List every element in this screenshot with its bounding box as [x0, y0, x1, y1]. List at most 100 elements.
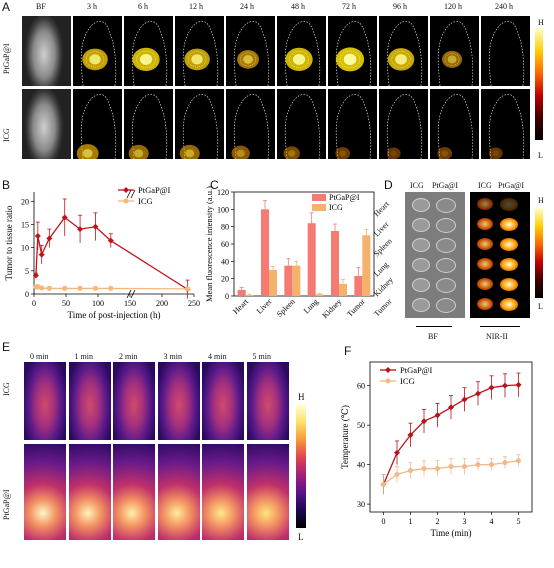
signal-blob	[231, 145, 250, 159]
data-point	[489, 462, 494, 468]
colorbar-a-high: H	[538, 18, 544, 27]
mouse-outline-path	[386, 94, 423, 159]
x-tick-label: 100	[92, 299, 104, 308]
panel-label-d: D	[384, 178, 393, 192]
signal-core	[343, 53, 357, 66]
signal-core	[243, 55, 253, 64]
bf-organ	[412, 278, 430, 292]
category-label: Tumor	[345, 297, 367, 319]
x-tick-label: 150	[124, 299, 136, 308]
thermal-cell-ptgapi	[113, 444, 155, 540]
bf-organ	[436, 218, 456, 233]
bf-organ	[412, 298, 430, 312]
colorbar-d-high: H	[538, 196, 544, 205]
mouse-outline	[437, 21, 474, 86]
axis-break	[130, 189, 136, 199]
mouse-outline-path	[80, 94, 117, 159]
bf-organ	[412, 238, 430, 252]
mouse-outline-path	[335, 94, 372, 159]
data-point	[381, 481, 386, 487]
y-tick-label: 5	[25, 267, 29, 276]
x-tick-label: 3	[463, 517, 467, 526]
mouse-outline-path	[437, 94, 474, 159]
colorbar-d-low: L	[538, 302, 543, 311]
signal-blob	[335, 147, 351, 159]
signal-core	[339, 150, 347, 157]
data-point	[92, 285, 98, 291]
signal-core	[395, 54, 407, 65]
panel-label-a: A	[2, 0, 11, 14]
y-tick-label: 0	[225, 292, 229, 301]
bf-organ	[412, 198, 430, 212]
bar	[354, 276, 363, 296]
col-label-nir-ptga: PtGa@I	[498, 181, 525, 190]
thermal-cell-icg	[113, 362, 155, 440]
mouse-outline	[284, 21, 321, 86]
bf-organ	[436, 298, 456, 313]
tumor-outline	[85, 51, 105, 68]
signal-core	[134, 149, 144, 158]
y-axis-title: Mean fluorescence intensity (a.u.)	[204, 186, 214, 302]
y-axis-title: Temperature (℃)	[340, 405, 350, 469]
colorbar-e	[296, 404, 306, 528]
mouse-outline-path	[488, 21, 525, 86]
legend-label: PtGaP@I	[329, 193, 360, 202]
nir-organ	[477, 218, 493, 230]
signal-core	[89, 54, 101, 65]
category-label: Liver	[255, 297, 274, 316]
panel-label-b: B	[2, 178, 11, 192]
timepoint-label: 4 min	[208, 352, 227, 361]
timepoint-label: 240 h	[495, 2, 513, 11]
category-label: Spleen	[275, 297, 297, 319]
data-point	[77, 226, 84, 233]
x-tick-label: 0	[32, 299, 36, 308]
imaging-cell-ptgapi	[277, 16, 326, 86]
timepoint-label: 12 h	[189, 2, 203, 11]
imaging-cell-ptgapi	[379, 16, 428, 86]
category-label: Heart	[231, 297, 250, 316]
signal-core	[287, 150, 296, 157]
bf-image-icg	[22, 89, 71, 159]
y-tick-label: 20	[21, 197, 29, 206]
row-label-icg: ICG	[2, 128, 11, 142]
bar	[331, 231, 339, 296]
bf-caption: BF	[428, 332, 438, 341]
legend-label: ICG	[138, 196, 153, 206]
bf-underline	[416, 326, 452, 327]
nir-organ	[477, 238, 493, 250]
timepoint-label: 6 h	[138, 2, 148, 11]
colorbar-e-low: L	[298, 532, 304, 542]
data-point	[408, 468, 413, 474]
imaging-cell-ptgapi	[73, 16, 122, 86]
imaging-cell-ptgapi	[124, 16, 173, 86]
imaging-cell-icg	[124, 89, 173, 159]
data-point	[46, 235, 53, 242]
x-tick-label: 0	[382, 517, 386, 526]
axis-break	[126, 289, 132, 299]
thermal-cell-icg	[246, 362, 289, 440]
data-point	[475, 462, 481, 468]
data-point	[107, 237, 114, 244]
bar	[261, 209, 269, 296]
imaging-cell-icg	[277, 89, 326, 159]
x-tick-label: 250	[188, 299, 200, 308]
y-tick-label: 0	[25, 290, 29, 299]
y-tick-label: 30	[357, 500, 365, 509]
tumor-outline	[289, 50, 309, 68]
bar	[307, 223, 316, 296]
category-label: Kidney	[320, 297, 343, 320]
nir-underline	[480, 326, 520, 327]
panel-label-e: E	[2, 340, 11, 354]
mouse-outline-path	[182, 94, 219, 159]
mouse-outline-path	[131, 21, 168, 86]
x-tick-label: 4	[490, 517, 494, 526]
mouse-outline-path	[488, 94, 525, 159]
nir-organ	[500, 298, 518, 311]
mouse-outline	[182, 21, 219, 86]
timepoint-label: 96 h	[393, 2, 407, 11]
data-point	[461, 396, 468, 403]
mouse-outline-path	[335, 21, 372, 86]
data-point	[185, 286, 191, 292]
nir-organ	[500, 198, 518, 211]
